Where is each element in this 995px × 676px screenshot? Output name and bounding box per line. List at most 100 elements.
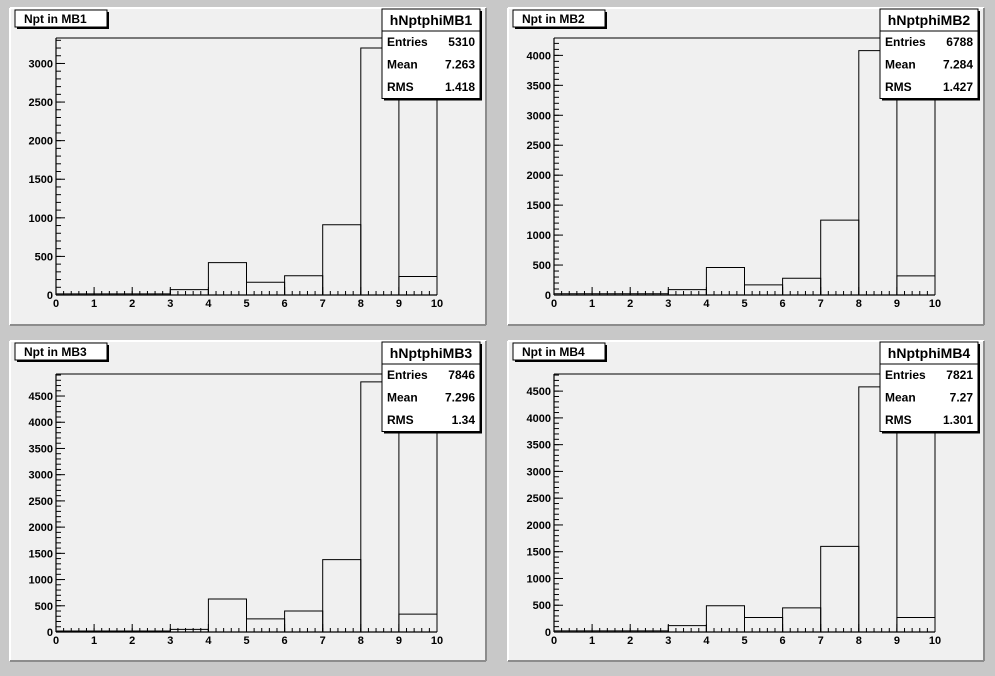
histogram-bin [858,50,898,295]
stats-value: 1.427 [943,80,973,94]
x-tick-label: 1 [589,298,595,310]
x-tick-label: 3 [167,635,173,647]
x-tick-label: 5 [243,298,249,310]
histogram-pad-2: 0 1 2 3 4 5 6 7 8 9 10 0 500 1000 1500 2000 2500 3000 3500… [507,7,985,326]
y-tick-label: 4000 [29,417,53,429]
x-tick-label: 4 [205,298,212,310]
stats-label: Mean [387,58,418,72]
x-tick-label: 9 [396,635,402,647]
x-tick-label: 3 [167,298,173,310]
stats-label: RMS [885,413,912,427]
y-tick-label: 4000 [527,413,551,425]
histogram-title: Npt in MB3 [24,345,87,359]
y-tick-label: 0 [545,290,551,302]
histogram-title: Npt in MB4 [522,345,585,359]
histogram-bin [207,262,247,295]
y-tick-label: 2000 [527,170,551,182]
x-tick-label: 8 [358,298,364,310]
x-tick-label: 4 [205,635,212,647]
histogram-bin [705,266,745,295]
y-tick-label: 3000 [527,110,551,122]
stats-histogram-name: hNptphiMB1 [390,12,473,28]
y-tick-label: 0 [47,627,53,639]
x-tick-label: 5 [741,298,747,310]
title-box [14,342,108,361]
histogram-title: Npt in MB2 [522,12,585,26]
y-tick-label: 2000 [29,136,53,148]
x-tick-label: 2 [129,298,135,310]
stats-value: 7.263 [445,58,475,72]
stats-value: 7.27 [950,391,974,405]
x-tick-label: 5 [741,635,747,647]
y-tick-label: 3500 [527,440,551,452]
stats-label: Mean [885,58,916,72]
stats-label: Entries [387,35,428,49]
x-tick-label: 4 [703,635,710,647]
y-tick-label: 2500 [29,496,53,508]
y-tick-label: 0 [47,290,53,302]
stats-value: 7821 [946,368,973,382]
stats-label: Mean [387,391,418,405]
histogram-title: Npt in MB1 [24,12,87,26]
x-tick-label: 9 [894,635,900,647]
x-tick-label: 10 [431,635,443,647]
histogram-bin [360,47,400,295]
histogram-bin [207,598,247,632]
x-tick-label: 6 [780,298,786,310]
stats-label: RMS [387,80,414,94]
y-tick-label: 500 [35,601,53,613]
stats-value: 7.296 [445,391,475,405]
histogram-bin [858,386,898,632]
x-tick-label: 3 [665,635,671,647]
x-tick-label: 10 [929,635,941,647]
stats-value: 1.418 [445,80,475,94]
x-tick-label: 7 [818,635,824,647]
x-tick-label: 0 [53,298,59,310]
x-tick-label: 8 [856,635,862,647]
x-tick-label: 8 [358,635,364,647]
stats-box [381,341,481,432]
x-tick-label: 9 [894,298,900,310]
y-tick-label: 500 [533,260,551,272]
y-tick-label: 1500 [527,547,551,559]
histogram-bin [896,275,936,295]
stats-box [381,8,481,99]
y-tick-label: 1000 [527,573,551,585]
stats-label: Mean [885,391,916,405]
x-tick-label: 4 [703,298,710,310]
stats-value: 6788 [946,35,973,49]
histogram-pad-1: 0 1 2 3 4 5 6 7 8 9 10 0 500 1000 1500 2000 2500 3000 Npt … [9,7,487,326]
y-tick-label: 4500 [527,386,551,398]
x-tick-label: 0 [551,298,557,310]
y-tick-label: 1500 [29,548,53,560]
y-tick-label: 0 [545,627,551,639]
stats-box [879,341,979,432]
histogram-bin [398,613,438,632]
x-tick-label: 2 [627,635,633,647]
y-tick-label: 4000 [527,50,551,62]
x-tick-label: 6 [282,298,288,310]
y-tick-label: 3500 [29,443,53,455]
x-tick-label: 1 [589,635,595,647]
histogram-bin [360,381,400,632]
x-tick-label: 2 [627,298,633,310]
stats-label: Entries [885,35,926,49]
x-tick-label: 6 [780,635,786,647]
y-tick-label: 3500 [527,80,551,92]
histogram-pad-3: 0 1 2 3 4 5 6 7 8 9 10 0 500 1000 1500 2000 2500 3000 3500… [9,340,487,662]
x-tick-label: 0 [53,635,59,647]
y-tick-label: 1500 [29,174,53,186]
title-box [512,9,606,28]
y-tick-label: 2000 [29,522,53,534]
histogram-bin [398,275,438,295]
y-tick-label: 500 [533,600,551,612]
y-tick-label: 3000 [29,470,53,482]
y-tick-label: 1500 [527,200,551,212]
x-tick-label: 10 [431,298,443,310]
y-tick-label: 2000 [527,520,551,532]
y-tick-label: 3000 [527,466,551,478]
y-tick-label: 2500 [29,97,53,109]
x-tick-label: 7 [320,635,326,647]
